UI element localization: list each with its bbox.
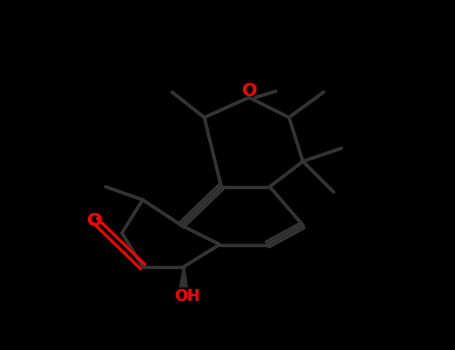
Text: O: O bbox=[86, 212, 101, 230]
Polygon shape bbox=[180, 267, 187, 287]
Text: O: O bbox=[241, 82, 257, 100]
Text: OH: OH bbox=[175, 289, 200, 303]
